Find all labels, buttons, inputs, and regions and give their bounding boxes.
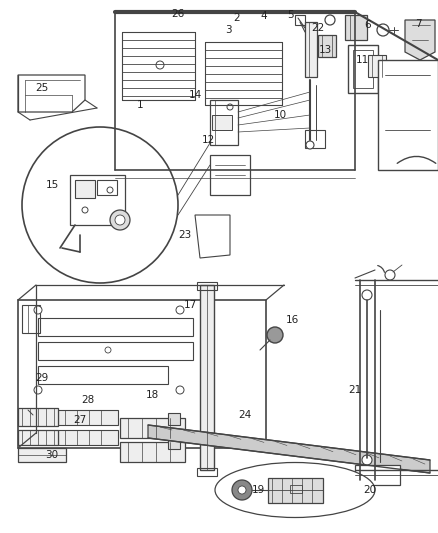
- Bar: [368, 55, 386, 77]
- Bar: [290, 485, 302, 493]
- Bar: [18, 448, 66, 462]
- Text: 5: 5: [287, 10, 293, 20]
- Polygon shape: [210, 155, 250, 195]
- Circle shape: [227, 104, 233, 110]
- Bar: [168, 437, 180, 449]
- Circle shape: [176, 306, 184, 314]
- Text: 29: 29: [35, 373, 49, 383]
- Circle shape: [33, 413, 43, 423]
- Text: 21: 21: [348, 385, 362, 395]
- Text: 11: 11: [355, 55, 369, 65]
- Text: 26: 26: [171, 9, 185, 19]
- Circle shape: [362, 290, 372, 300]
- Text: 12: 12: [201, 135, 215, 145]
- Bar: [353, 50, 373, 88]
- Circle shape: [82, 207, 88, 213]
- Text: 3: 3: [225, 25, 231, 35]
- Text: 6: 6: [365, 20, 371, 30]
- Bar: [200, 285, 214, 470]
- Text: 20: 20: [364, 485, 377, 495]
- Bar: [197, 282, 217, 290]
- Text: 10: 10: [273, 110, 286, 120]
- Bar: [120, 442, 185, 462]
- Text: 30: 30: [46, 450, 59, 460]
- Bar: [97, 180, 117, 195]
- Bar: [212, 115, 232, 130]
- Bar: [348, 45, 378, 93]
- Bar: [38, 318, 193, 336]
- Circle shape: [115, 215, 125, 225]
- Bar: [58, 410, 118, 425]
- Polygon shape: [195, 215, 230, 258]
- Circle shape: [306, 141, 314, 149]
- Bar: [168, 413, 180, 425]
- Bar: [18, 430, 58, 445]
- Bar: [305, 22, 317, 77]
- Circle shape: [110, 210, 130, 230]
- Circle shape: [385, 270, 395, 280]
- Circle shape: [105, 347, 111, 353]
- Bar: [318, 35, 336, 57]
- Text: 15: 15: [46, 180, 59, 190]
- Circle shape: [176, 386, 184, 394]
- Circle shape: [267, 327, 283, 343]
- Bar: [18, 408, 58, 426]
- Text: 7: 7: [415, 19, 421, 29]
- Circle shape: [107, 187, 113, 193]
- Text: 24: 24: [238, 410, 251, 420]
- Circle shape: [232, 480, 252, 500]
- Text: 27: 27: [74, 415, 87, 425]
- Text: 4: 4: [261, 11, 267, 21]
- Bar: [75, 180, 95, 198]
- Bar: [38, 366, 168, 384]
- Text: 23: 23: [178, 230, 192, 240]
- Polygon shape: [18, 75, 85, 112]
- Bar: [58, 430, 118, 445]
- Text: 14: 14: [188, 90, 201, 100]
- Text: 13: 13: [318, 45, 332, 55]
- Polygon shape: [405, 20, 435, 60]
- Text: 28: 28: [81, 395, 95, 405]
- Bar: [345, 15, 367, 40]
- Text: 17: 17: [184, 300, 197, 310]
- Bar: [120, 418, 185, 438]
- Polygon shape: [148, 425, 430, 473]
- Ellipse shape: [215, 463, 375, 518]
- Text: 1: 1: [137, 100, 143, 110]
- Bar: [197, 468, 217, 476]
- Bar: [38, 342, 193, 360]
- Polygon shape: [355, 465, 400, 485]
- Polygon shape: [70, 175, 125, 225]
- Polygon shape: [210, 100, 238, 145]
- Text: 18: 18: [145, 390, 159, 400]
- Text: 16: 16: [286, 315, 299, 325]
- Bar: [305, 130, 325, 148]
- Text: 22: 22: [311, 23, 325, 33]
- Circle shape: [34, 306, 42, 314]
- Circle shape: [377, 24, 389, 36]
- Polygon shape: [378, 60, 438, 170]
- Circle shape: [22, 127, 178, 283]
- Text: 2: 2: [234, 13, 240, 23]
- Circle shape: [362, 455, 372, 465]
- Circle shape: [156, 61, 164, 69]
- Circle shape: [325, 15, 335, 25]
- Bar: [22, 305, 40, 333]
- Circle shape: [34, 386, 42, 394]
- Text: 25: 25: [35, 83, 49, 93]
- Circle shape: [238, 486, 246, 494]
- Bar: [268, 478, 323, 503]
- Bar: [295, 15, 305, 25]
- Text: 19: 19: [251, 485, 265, 495]
- Bar: [18, 300, 266, 448]
